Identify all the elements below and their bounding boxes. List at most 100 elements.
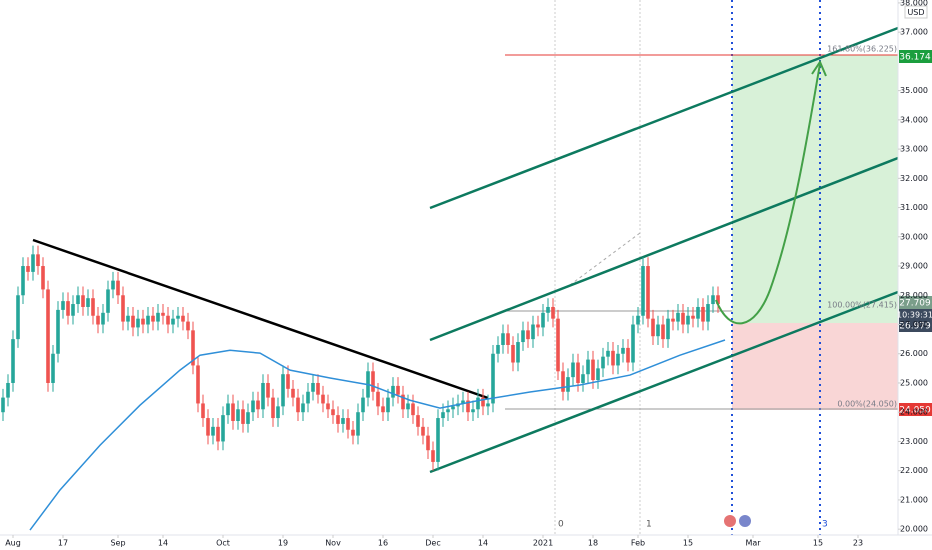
loss-zone bbox=[732, 323, 898, 410]
countdown: 10:39:31 bbox=[897, 311, 932, 320]
y-tick-label: 27.000 bbox=[900, 320, 928, 329]
candle-body bbox=[71, 304, 75, 316]
x-tick-label: 19 bbox=[278, 539, 288, 548]
currency: USD bbox=[907, 8, 924, 17]
candle-body bbox=[76, 295, 80, 305]
y-tick-label: 37.000 bbox=[900, 28, 928, 37]
candle-body bbox=[246, 412, 250, 424]
candle-body bbox=[411, 403, 415, 416]
candle-body bbox=[631, 324, 635, 363]
event-icon[interactable] bbox=[739, 515, 751, 527]
candle-body bbox=[351, 429, 355, 436]
candle-body bbox=[201, 403, 205, 419]
event-icon[interactable] bbox=[724, 515, 736, 527]
price-tag bbox=[899, 309, 932, 332]
candle-body bbox=[526, 330, 530, 340]
y-tick-label: 31.000 bbox=[900, 203, 928, 212]
candle-body bbox=[171, 318, 175, 325]
candle-body bbox=[291, 388, 295, 398]
forecast-arrow bbox=[715, 63, 821, 325]
candle-body bbox=[596, 368, 600, 381]
price-tag bbox=[899, 296, 932, 309]
candle-body bbox=[451, 406, 455, 410]
candle-body bbox=[91, 298, 95, 316]
candle-body bbox=[486, 403, 490, 407]
target-price: 36.174 bbox=[899, 53, 931, 63]
entry-price: 26.979 bbox=[899, 322, 931, 332]
candle-body bbox=[551, 306, 555, 319]
candle-body bbox=[51, 353, 55, 383]
candle-body bbox=[686, 315, 690, 325]
candle-body bbox=[136, 318, 140, 328]
candle-body bbox=[341, 418, 345, 424]
candle-body bbox=[326, 403, 330, 410]
candle-body bbox=[621, 347, 625, 354]
last-price: 27.709 bbox=[899, 299, 931, 309]
x-tick-label: Feb bbox=[631, 539, 645, 548]
moving-average bbox=[29, 339, 726, 531]
x-tick-label: 17 bbox=[58, 539, 68, 548]
candle-body bbox=[296, 397, 300, 413]
price-tag bbox=[899, 403, 932, 416]
candle-body bbox=[61, 301, 65, 310]
candle-body bbox=[141, 318, 145, 325]
fib-label: 0.00%(24.050) bbox=[837, 400, 897, 409]
candle-body bbox=[206, 418, 210, 436]
candle-body bbox=[191, 330, 195, 366]
candle-body bbox=[511, 344, 515, 363]
drawings bbox=[32, 0, 899, 535]
y-tick-label: 26.000 bbox=[900, 349, 928, 358]
candle-body bbox=[211, 426, 215, 436]
x-tick-label: 23 bbox=[853, 539, 863, 548]
candle-body bbox=[616, 353, 620, 366]
candle-body bbox=[251, 400, 255, 413]
candle-body bbox=[541, 312, 545, 328]
x-tick-label: Oct bbox=[216, 539, 230, 548]
candle-body bbox=[86, 298, 90, 307]
candle-body bbox=[671, 318, 675, 322]
candle-body bbox=[711, 295, 715, 305]
y-tick-label: 35.000 bbox=[900, 86, 928, 95]
y-tick-label: 28.000 bbox=[900, 291, 928, 300]
candle-body bbox=[591, 359, 595, 381]
candle-body bbox=[31, 254, 35, 272]
candle-body bbox=[646, 266, 650, 319]
y-tick-label: 21.000 bbox=[900, 495, 928, 504]
candle-body bbox=[151, 315, 155, 322]
fib-label: 161.80%(36.225) bbox=[827, 45, 897, 54]
candle-body bbox=[496, 344, 500, 354]
candle-body bbox=[6, 382, 10, 398]
x-tick-label: Dec bbox=[425, 539, 440, 548]
cycle-label: 0 bbox=[558, 520, 564, 530]
candle-body bbox=[11, 339, 15, 383]
candle-body bbox=[271, 397, 275, 419]
candle-body bbox=[521, 330, 525, 343]
candle-body bbox=[516, 342, 520, 363]
x-tick-label: 16 bbox=[378, 539, 388, 548]
candle-body bbox=[436, 418, 440, 462]
candle-body bbox=[531, 324, 535, 340]
candle-body bbox=[376, 391, 380, 407]
candle-body bbox=[466, 400, 470, 413]
candle-body bbox=[716, 295, 720, 305]
candle-body bbox=[311, 382, 315, 392]
candle-body bbox=[221, 415, 225, 442]
x-tick-label: 2021 bbox=[533, 539, 553, 548]
candle-body bbox=[546, 306, 550, 313]
candle-body bbox=[231, 403, 235, 421]
candle-body bbox=[146, 315, 150, 325]
trend-line bbox=[32, 238, 489, 400]
candle-body bbox=[306, 391, 310, 404]
candle-body bbox=[161, 312, 165, 316]
candle-body bbox=[586, 359, 590, 375]
candle-body bbox=[626, 347, 630, 363]
candle-body bbox=[601, 356, 605, 369]
candle-body bbox=[36, 254, 40, 267]
candle-body bbox=[16, 295, 20, 340]
y-tick-label: 22.000 bbox=[900, 466, 928, 475]
candle-body bbox=[176, 315, 180, 319]
y-tick-label: 32.000 bbox=[900, 174, 928, 183]
candle-body bbox=[406, 403, 410, 410]
candle-body bbox=[441, 412, 445, 419]
candle-body bbox=[261, 382, 265, 410]
